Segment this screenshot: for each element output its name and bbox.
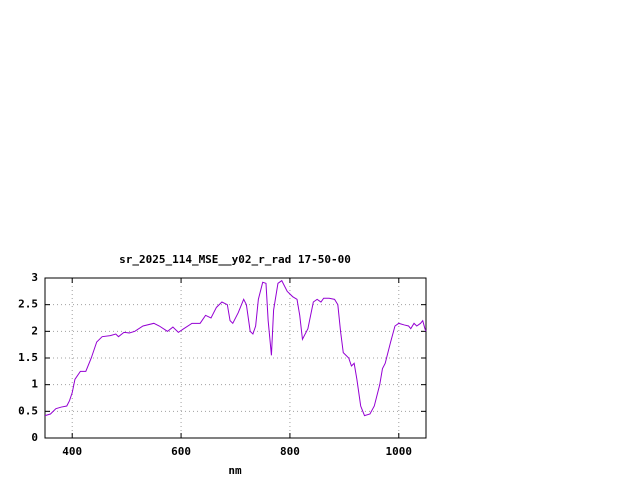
x-tick-label: 800	[280, 445, 300, 458]
chart-title: sr_2025_114_MSE__y02_r_rad 17-50-00	[119, 253, 351, 266]
x-tick-label: 1000	[386, 445, 413, 458]
x-axis-label: nm	[228, 464, 242, 477]
y-tick-label: 2	[31, 324, 38, 337]
y-tick-label: 0.5	[18, 404, 38, 417]
x-tick-label: 400	[62, 445, 82, 458]
y-tick-label: 2.5	[18, 298, 38, 311]
y-tick-label: 1	[31, 378, 38, 391]
y-tick-label: 0	[31, 431, 38, 444]
y-tick-label: 3	[31, 271, 38, 284]
plot-frame	[44, 277, 427, 439]
data-line	[44, 279, 427, 417]
y-tick-label: 1.5	[18, 351, 38, 364]
x-tick-label: 600	[171, 445, 191, 458]
